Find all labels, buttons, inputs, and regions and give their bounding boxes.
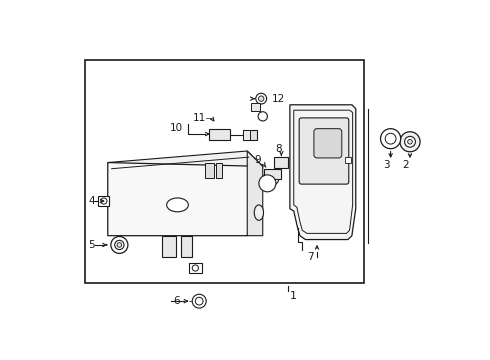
Circle shape — [192, 265, 198, 271]
Text: 2: 2 — [402, 160, 409, 170]
Ellipse shape — [167, 198, 188, 212]
Text: 11: 11 — [193, 113, 206, 123]
Circle shape — [258, 112, 268, 121]
Bar — [209, 130, 230, 140]
Circle shape — [259, 96, 264, 101]
Text: 6: 6 — [173, 296, 180, 306]
Text: 12: 12 — [272, 94, 285, 104]
Circle shape — [264, 170, 279, 186]
Circle shape — [115, 240, 124, 249]
Bar — [264, 169, 281, 180]
Bar — [162, 236, 176, 257]
Circle shape — [400, 132, 420, 152]
FancyBboxPatch shape — [299, 118, 349, 184]
Text: 8: 8 — [275, 144, 282, 154]
Bar — [84, 60, 364, 283]
Circle shape — [405, 136, 416, 147]
Bar — [251, 103, 260, 111]
Circle shape — [259, 175, 276, 192]
Text: 7: 7 — [308, 252, 314, 262]
Bar — [189, 263, 201, 274]
Polygon shape — [290, 105, 356, 239]
Circle shape — [256, 93, 267, 104]
Text: 5: 5 — [88, 240, 95, 250]
Bar — [244, 130, 250, 140]
Bar — [205, 163, 214, 178]
Circle shape — [117, 243, 122, 247]
FancyBboxPatch shape — [314, 129, 342, 158]
Bar — [98, 195, 109, 206]
Ellipse shape — [254, 205, 264, 220]
Bar — [181, 236, 192, 257]
Circle shape — [408, 139, 412, 144]
Polygon shape — [108, 163, 263, 236]
Text: 3: 3 — [383, 160, 389, 170]
Circle shape — [196, 297, 203, 305]
Circle shape — [101, 198, 107, 204]
Circle shape — [111, 237, 128, 253]
Bar — [274, 157, 288, 168]
Polygon shape — [247, 151, 263, 236]
Text: 9: 9 — [254, 155, 261, 165]
Bar — [216, 163, 222, 178]
Circle shape — [192, 294, 206, 308]
Text: 4: 4 — [88, 196, 95, 206]
Text: 10: 10 — [170, 123, 183, 133]
Circle shape — [385, 133, 396, 144]
Text: 1: 1 — [290, 291, 297, 301]
Bar — [345, 157, 351, 163]
Bar — [244, 130, 257, 140]
Circle shape — [381, 129, 401, 149]
Polygon shape — [108, 151, 263, 174]
